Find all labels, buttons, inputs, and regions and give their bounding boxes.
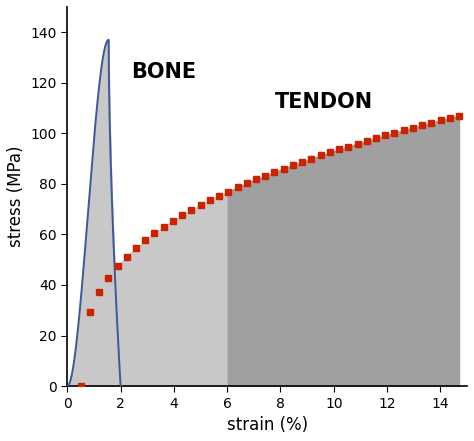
Text: BONE: BONE xyxy=(131,62,196,82)
Y-axis label: stress (MPa): stress (MPa) xyxy=(7,146,25,247)
Text: TENDON: TENDON xyxy=(275,92,374,112)
X-axis label: strain (%): strain (%) xyxy=(227,416,308,434)
